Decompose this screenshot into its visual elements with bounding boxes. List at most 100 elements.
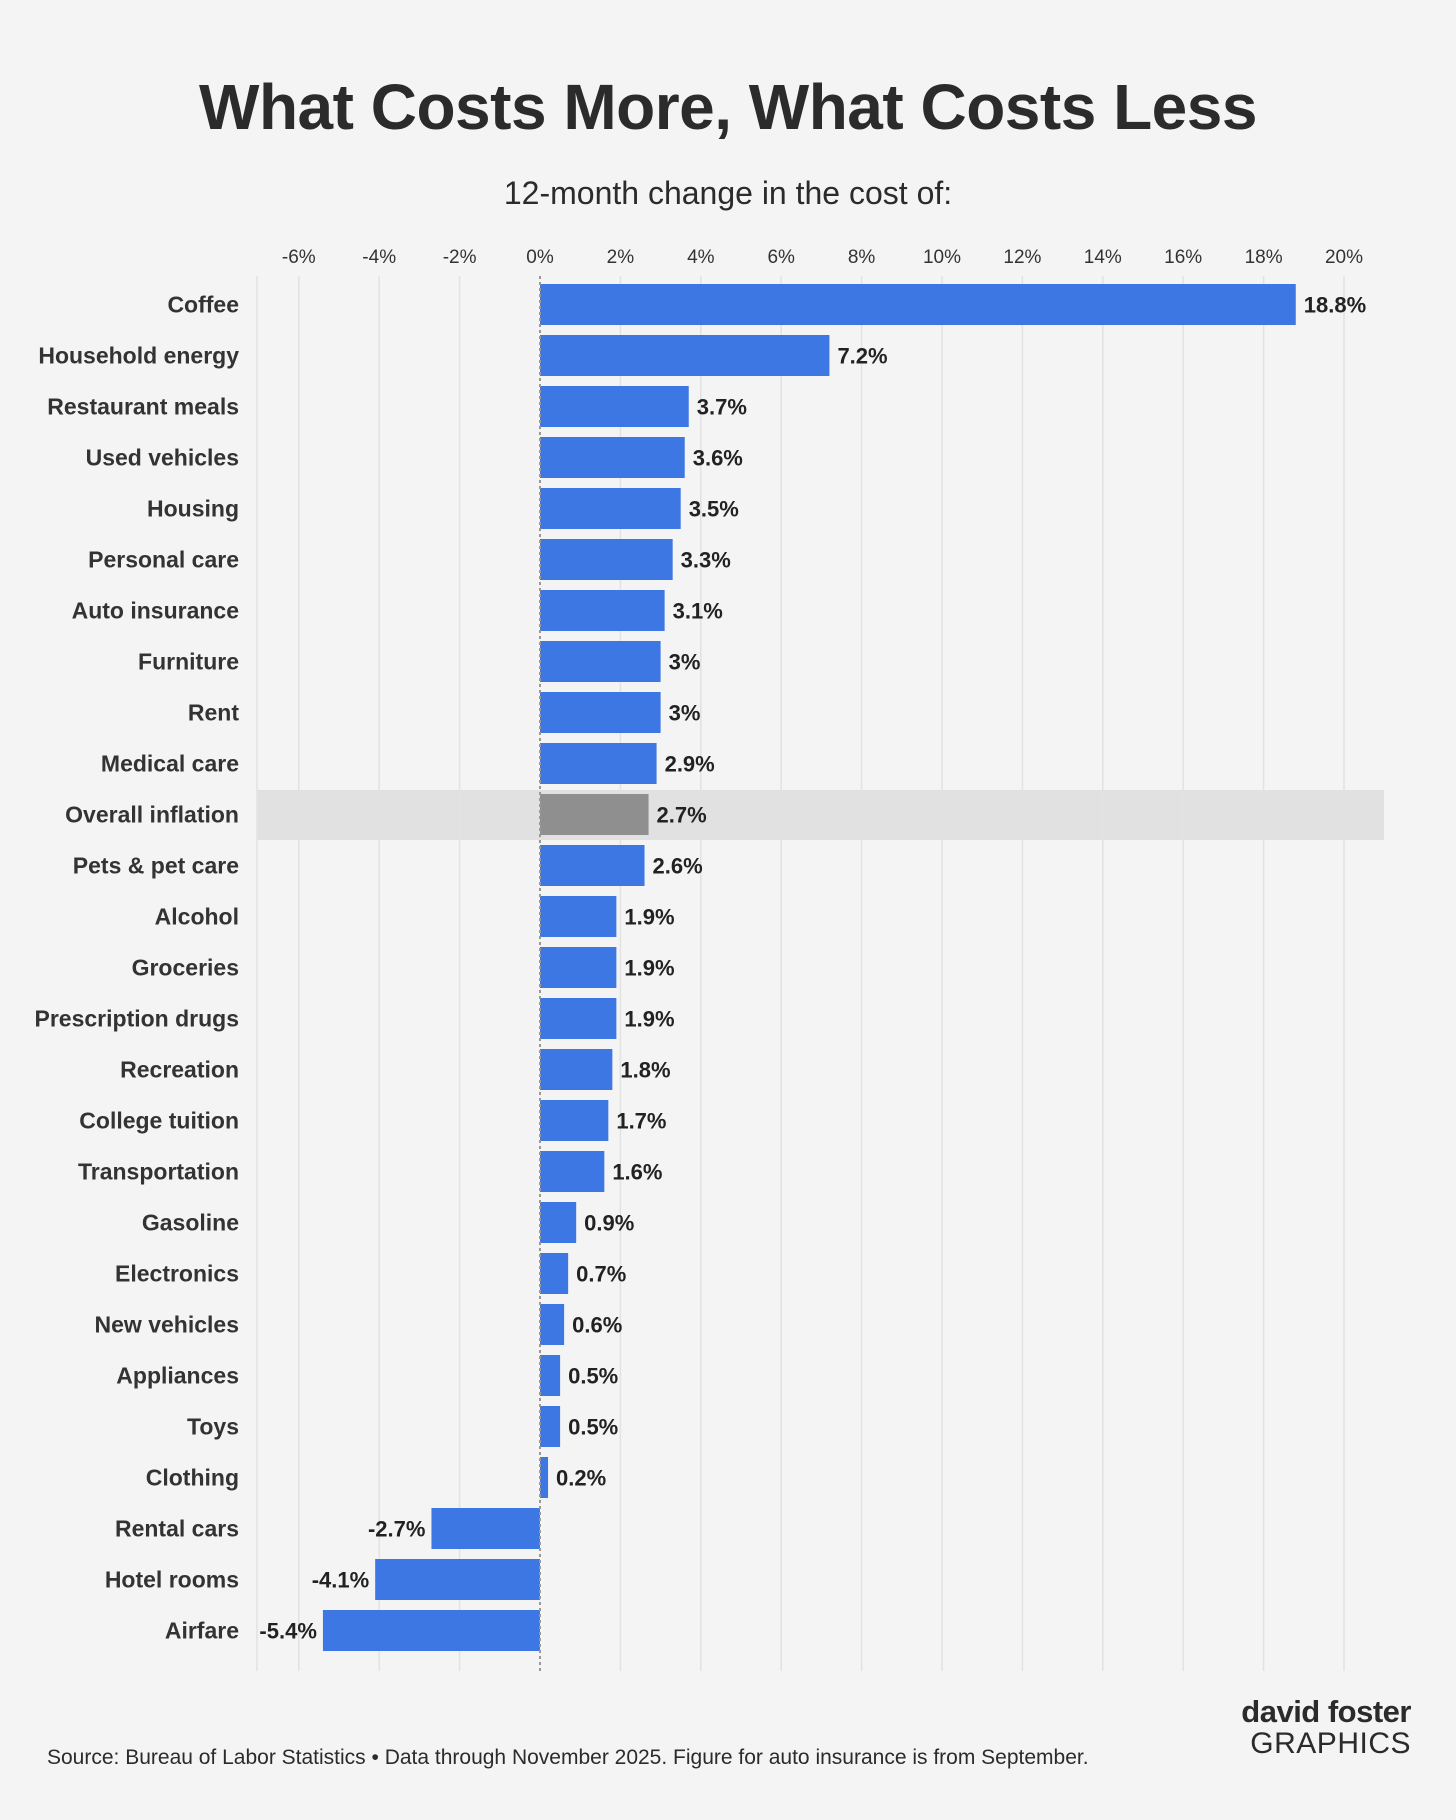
value-label: 3.5% [689, 497, 739, 522]
category-label: Groceries [132, 955, 239, 981]
value-label: 3.1% [673, 599, 723, 624]
value-label: 1.8% [620, 1058, 670, 1083]
value-label: 1.9% [624, 905, 674, 930]
bar [540, 488, 681, 529]
category-label: Rent [188, 700, 239, 726]
category-label: Transportation [78, 1159, 239, 1185]
category-label: Auto insurance [72, 598, 239, 624]
category-label: Alcohol [155, 904, 239, 930]
x-tick-label: 16% [1164, 247, 1202, 268]
value-label: 1.9% [624, 956, 674, 981]
bar [540, 1406, 561, 1447]
category-label: Gasoline [142, 1210, 239, 1236]
bar [540, 1100, 609, 1141]
category-label: Pets & pet care [73, 853, 239, 879]
value-label: 3% [669, 701, 701, 726]
value-label: 1.7% [616, 1109, 666, 1134]
bar [540, 845, 645, 886]
category-label: Prescription drugs [35, 1006, 239, 1032]
bar [540, 743, 657, 784]
category-label: Household energy [38, 343, 239, 369]
bar [540, 284, 1296, 325]
bar [375, 1559, 540, 1600]
category-label: Rental cars [115, 1516, 239, 1542]
bar [540, 947, 617, 988]
value-label: 1.6% [612, 1160, 662, 1185]
value-label: 0.5% [568, 1415, 618, 1440]
value-label: 3.6% [693, 446, 743, 471]
logo-line-1: david foster [1241, 1694, 1411, 1729]
bar [540, 1355, 561, 1396]
brand-logo: david foster GRAPHICS [1236, 1696, 1411, 1759]
bar [540, 1253, 569, 1294]
category-label: New vehicles [95, 1312, 239, 1338]
x-tick-label: 18% [1245, 247, 1283, 268]
source-note: Source: Bureau of Labor Statistics • Dat… [47, 1746, 1089, 1769]
bar [540, 1304, 565, 1345]
bar [540, 1457, 549, 1498]
bar [431, 1508, 540, 1549]
value-label: 0.2% [556, 1466, 606, 1491]
bar [540, 539, 673, 580]
value-label: 2.6% [653, 854, 703, 879]
value-label: -4.1% [312, 1568, 369, 1593]
value-label: 2.7% [657, 803, 707, 828]
bar [540, 1151, 605, 1192]
value-label: 0.5% [568, 1364, 618, 1389]
category-label: Electronics [115, 1261, 239, 1287]
bar [540, 590, 665, 631]
value-label: 18.8% [1304, 293, 1366, 318]
category-label: Clothing [146, 1465, 239, 1491]
x-tick-label: 14% [1084, 247, 1122, 268]
category-label: Medical care [101, 751, 239, 777]
x-tick-label: 0% [526, 247, 554, 268]
value-label: -2.7% [368, 1517, 425, 1542]
category-label: Airfare [165, 1618, 239, 1644]
bar [540, 998, 617, 1039]
bar [322, 1610, 540, 1651]
x-tick-label: 6% [767, 247, 795, 268]
category-label: College tuition [79, 1108, 239, 1134]
value-label: 1.9% [624, 1007, 674, 1032]
bar [540, 437, 685, 478]
value-label: 3.3% [681, 548, 731, 573]
value-label: 0.6% [572, 1313, 622, 1338]
x-tick-label: 8% [848, 247, 876, 268]
category-label: Housing [147, 496, 239, 522]
x-tick-label: 20% [1325, 247, 1363, 268]
value-label: 0.9% [584, 1211, 634, 1236]
bar [540, 335, 830, 376]
value-label: 3% [669, 650, 701, 675]
category-label: Restaurant meals [47, 394, 239, 420]
chart-title: What Costs More, What Costs Less [199, 71, 1257, 143]
category-label: Personal care [88, 547, 239, 573]
x-tick-label: -6% [282, 247, 316, 268]
category-label: Hotel rooms [105, 1567, 239, 1593]
bar [540, 386, 689, 427]
bar [540, 1202, 577, 1243]
value-label: 2.9% [665, 752, 715, 777]
category-label: Appliances [116, 1363, 239, 1389]
value-label: -5.4% [259, 1619, 316, 1644]
x-tick-label: 12% [1003, 247, 1041, 268]
category-label: Used vehicles [86, 445, 239, 471]
value-label: 0.7% [576, 1262, 626, 1287]
logo-line-2: GRAPHICS [1250, 1727, 1411, 1760]
category-label: Coffee [167, 292, 239, 318]
x-tick-label: 10% [923, 247, 961, 268]
chart-subtitle: 12-month change in the cost of: [503, 175, 953, 211]
bar [540, 641, 661, 682]
bar [540, 794, 649, 835]
bar [540, 692, 661, 733]
value-label: 3.7% [697, 395, 747, 420]
x-tick-label: 4% [687, 247, 715, 268]
bar [540, 1049, 613, 1090]
category-label: Furniture [138, 649, 239, 675]
x-tick-label: 2% [607, 247, 635, 268]
highlight-band [257, 790, 1384, 840]
x-tick-label: -2% [443, 247, 477, 268]
bar [540, 896, 617, 937]
category-label: Recreation [120, 1057, 239, 1083]
value-label: 7.2% [837, 344, 887, 369]
